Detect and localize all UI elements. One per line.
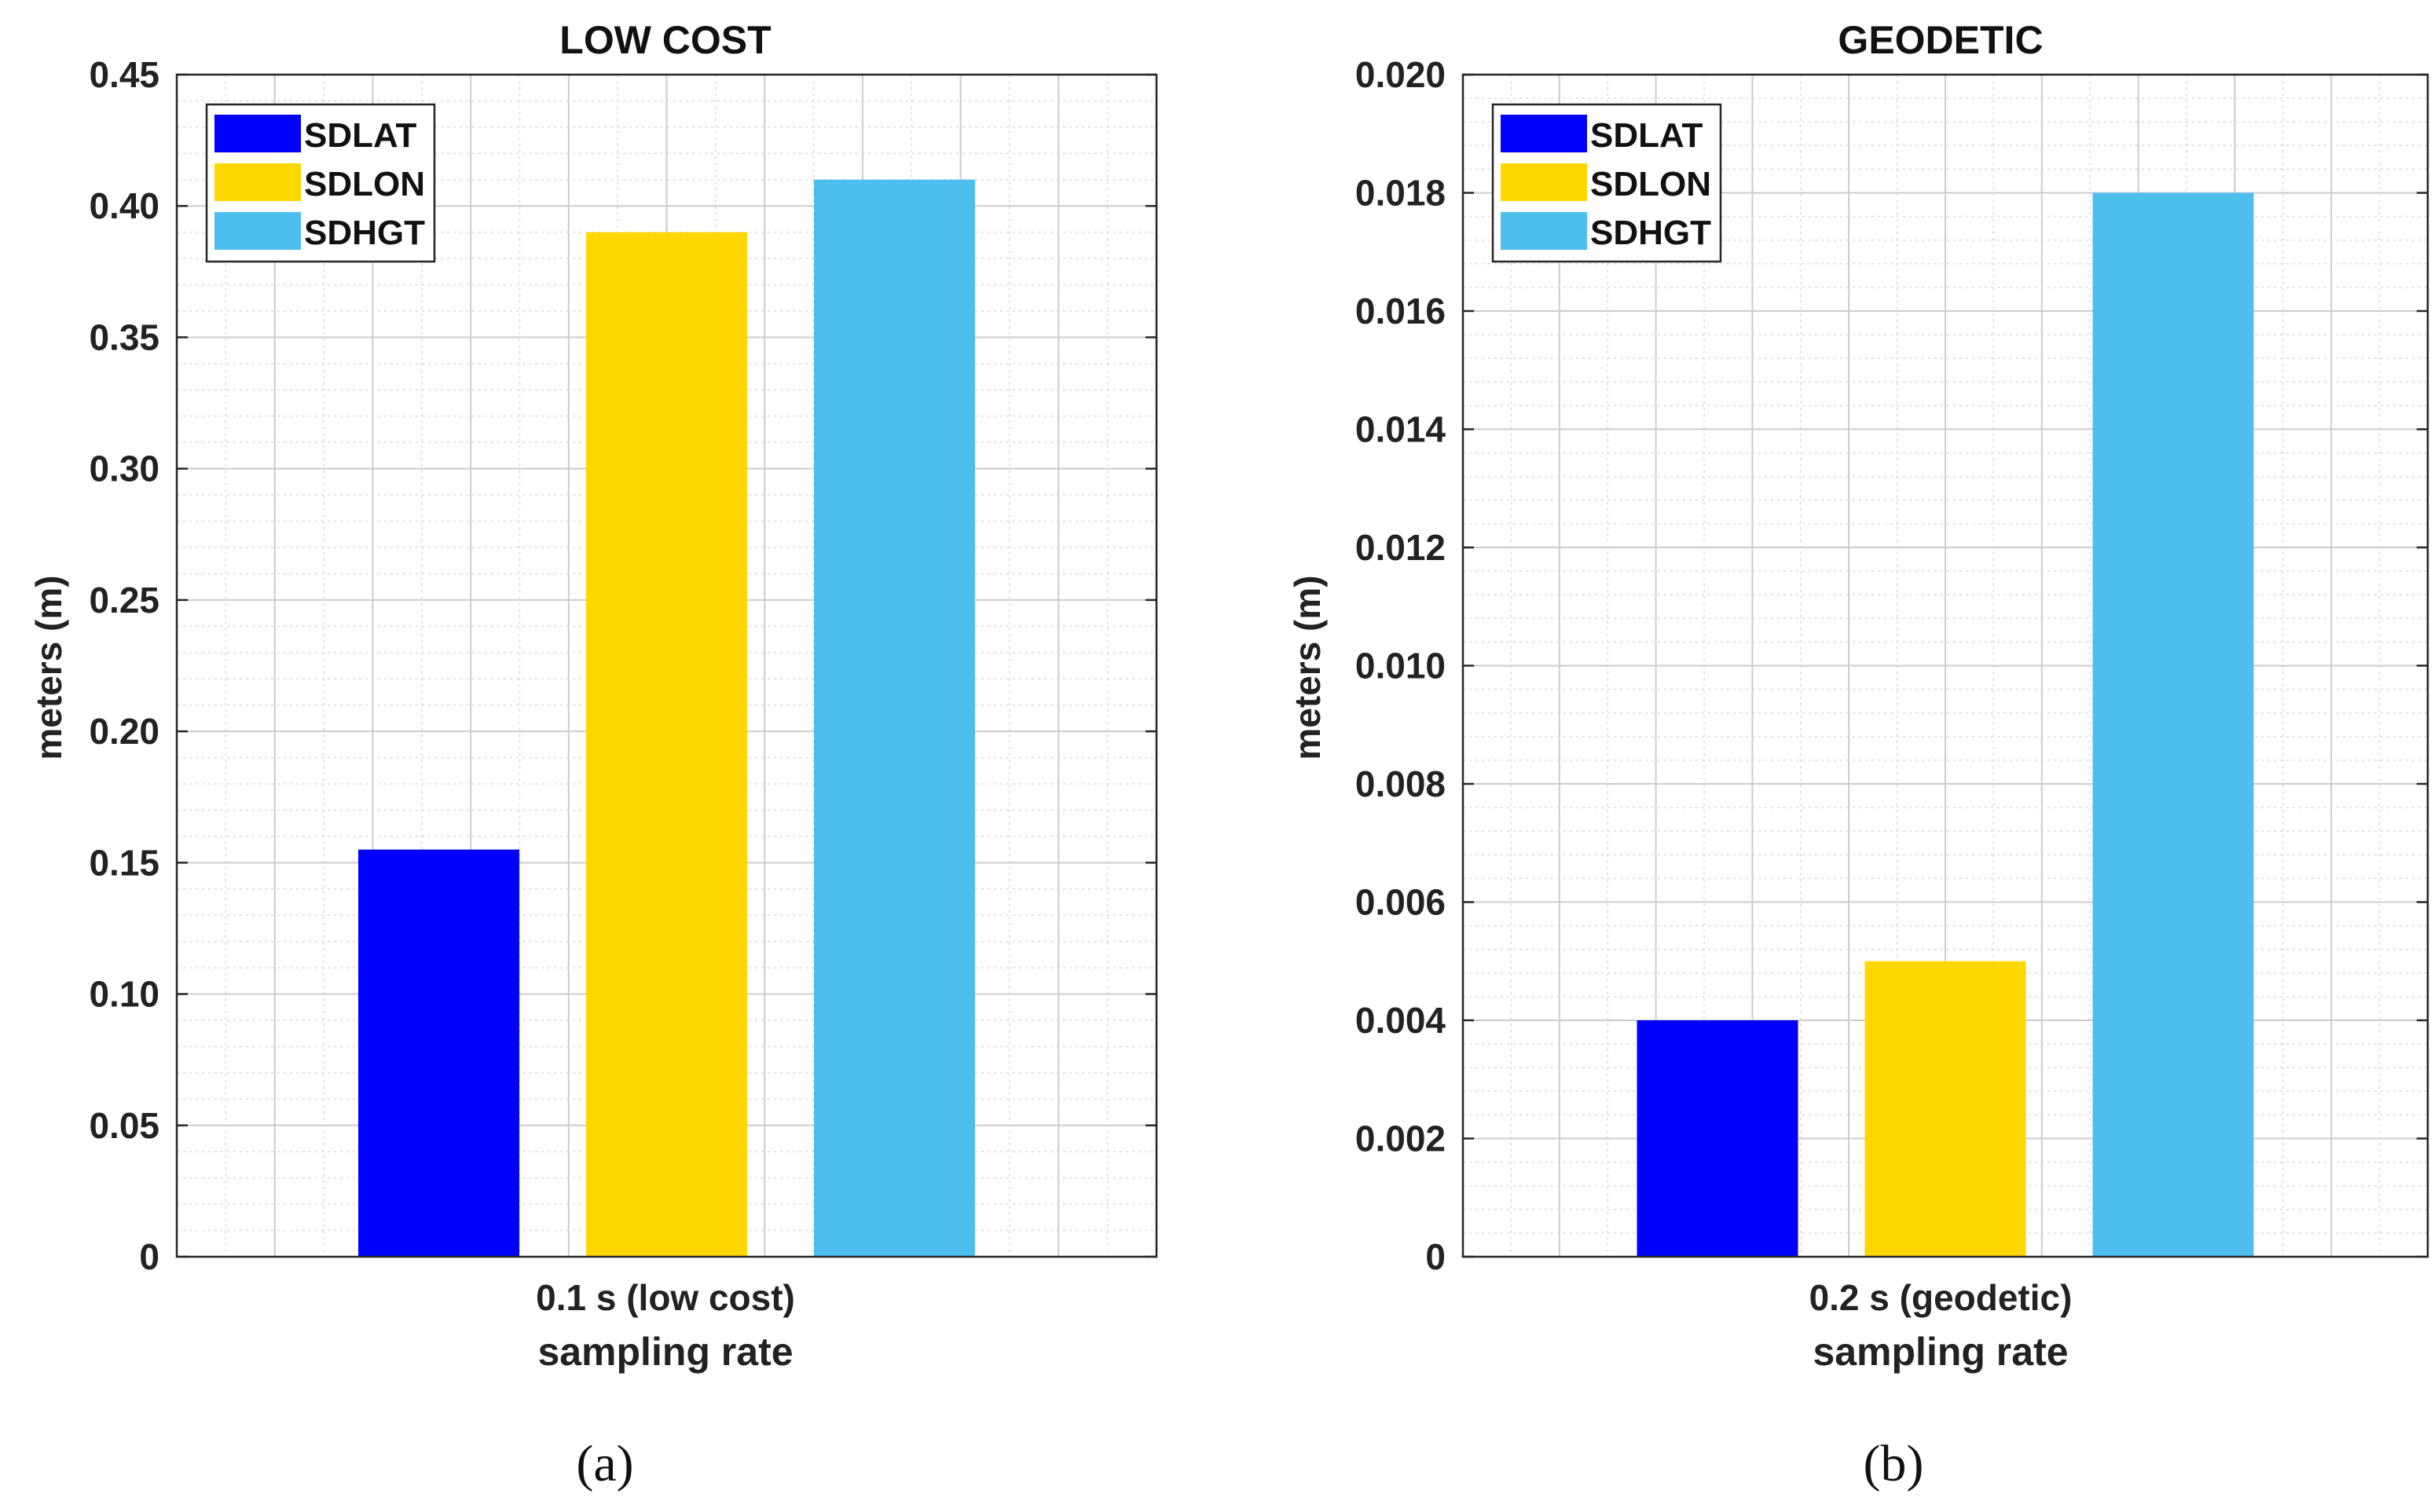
y-tick-label: 0.05 xyxy=(89,1105,159,1146)
y-tick-label: 0 xyxy=(1425,1236,1446,1277)
bar-sdlon xyxy=(1864,961,2026,1257)
y-tick-label: 0.018 xyxy=(1355,173,1446,214)
chart-panel-b: GEODETIC meters (m) 0 0.002 0.004 0.006 0.00… xyxy=(1287,18,2429,1492)
y-tick-label: 0.010 xyxy=(1355,646,1446,686)
bar-sdlon xyxy=(586,232,747,1258)
legend-label-sdhgt: SDHGT xyxy=(1590,214,1711,252)
bar-sdlat xyxy=(358,849,519,1257)
y-axis-label: meters (m) xyxy=(28,575,69,760)
bar-sdhgt xyxy=(2092,192,2254,1257)
x-axis-label: sampling rate xyxy=(537,1330,793,1374)
panel-caption: (b) xyxy=(1864,1435,1924,1492)
y-tick-label: 0 xyxy=(139,1236,159,1277)
legend-label-sdlon: SDLON xyxy=(304,165,425,203)
y-tick-label: 0.40 xyxy=(89,185,159,226)
legend-swatch-sdhgt xyxy=(214,212,301,250)
y-tick-label: 0.008 xyxy=(1355,763,1446,804)
plot-area: 0 0.002 0.004 0.006 0.008 0.010 0.012 0.014 0.01… xyxy=(1355,54,2429,1277)
y-tick-label: 0.20 xyxy=(89,711,159,752)
y-tick-label: 0.004 xyxy=(1355,1000,1446,1041)
y-tick-label: 0.35 xyxy=(89,317,159,357)
panel-caption: (a) xyxy=(576,1435,633,1492)
legend-swatch-sdlat xyxy=(1501,115,1587,152)
bar-sdlat xyxy=(1637,1020,1798,1257)
bar-sdhgt xyxy=(814,179,975,1257)
legend-label-sdlat: SDLAT xyxy=(1590,116,1703,155)
legend-swatch-sdlon xyxy=(214,163,301,201)
y-tick-label: 0.012 xyxy=(1355,527,1446,568)
axes-box xyxy=(175,73,1158,1258)
y-tick-label: 0.014 xyxy=(1355,409,1446,450)
y-tick-label: 0.30 xyxy=(89,448,159,489)
y-tick-label: 0.25 xyxy=(89,580,159,621)
x-tick-label: 0.1 s (low cost) xyxy=(536,1277,795,1318)
y-tick-label: 0.15 xyxy=(89,842,159,883)
legend-swatch-sdlon xyxy=(1501,163,1587,201)
legend-label-sdlon: SDLON xyxy=(1590,165,1711,203)
x-axis-label: sampling rate xyxy=(1813,1330,2068,1374)
y-tick-label: 0.10 xyxy=(89,974,159,1015)
y-axis-label: meters (m) xyxy=(1287,575,1328,760)
legend-swatch-sdhgt xyxy=(1501,212,1587,250)
legend-label-sdhgt: SDHGT xyxy=(304,214,425,252)
chart-panel-a: LOW COST meters (m) 0 0.05 0.10 0.15 0.20 0.2… xyxy=(28,18,1158,1492)
y-tick-label: 0.016 xyxy=(1355,291,1446,331)
y-tick-label: 0.006 xyxy=(1355,882,1446,923)
legend-label-sdlat: SDLAT xyxy=(304,116,417,155)
y-tick-label: 0.45 xyxy=(89,54,159,95)
legend-swatch-sdlat xyxy=(214,115,301,152)
y-tick-label: 0.002 xyxy=(1355,1118,1446,1159)
chart-title: GEODETIC xyxy=(1838,18,2043,62)
x-tick-label: 0.2 s (geodetic) xyxy=(1809,1277,2073,1318)
plot-area: 0 0.05 0.10 0.15 0.20 0.25 0.30 0.35 0.40 0.45 SDL… xyxy=(89,54,1158,1277)
chart-title: LOW COST xyxy=(559,18,771,62)
y-tick-label: 0.020 xyxy=(1355,54,1446,95)
